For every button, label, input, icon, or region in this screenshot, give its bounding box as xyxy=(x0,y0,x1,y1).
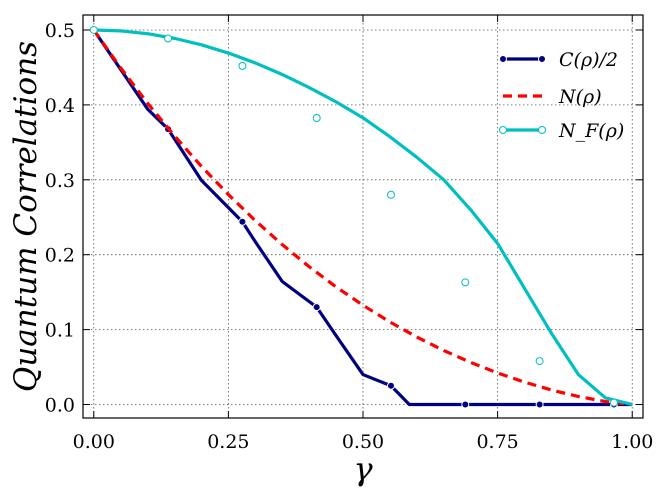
x-tick-label: 0.75 xyxy=(476,431,518,453)
series-point-0 xyxy=(238,217,247,226)
series-line-1 xyxy=(92,29,633,407)
legend-marker-2 xyxy=(499,126,507,134)
y-tick-label: 0.4 xyxy=(45,95,75,117)
series-point-2 xyxy=(238,61,247,70)
legend: C(ρ)/2 N(ρ) N_F(ρ) xyxy=(499,49,624,142)
x-tick-label: 0.00 xyxy=(73,431,115,453)
series-point-2 xyxy=(164,34,173,43)
series-point-0 xyxy=(461,400,470,409)
series-point-2 xyxy=(609,398,618,407)
series-point-2 xyxy=(461,278,470,287)
legend-label-0: C(ρ)/2 xyxy=(559,49,618,71)
legend-marker-0 xyxy=(499,55,507,63)
y-tick-label: 0.2 xyxy=(45,245,75,267)
series-point-0 xyxy=(312,303,321,312)
series-point-2 xyxy=(535,357,544,366)
y-tick-label: 0.0 xyxy=(45,395,75,417)
series-point-2 xyxy=(312,113,321,122)
series-point-0 xyxy=(535,400,544,409)
legend-marker-0 xyxy=(538,55,546,63)
x-tick-label: 1.00 xyxy=(611,431,653,453)
legend-label-2: N_F(ρ) xyxy=(558,120,624,142)
y-axis-label: Quantum Correlations xyxy=(8,41,44,392)
plot-area xyxy=(89,25,633,409)
legend-label-1: N(ρ) xyxy=(558,86,602,108)
legend-marker-2 xyxy=(538,126,546,134)
grid xyxy=(83,15,643,418)
series-point-2 xyxy=(387,190,395,199)
series-point-0 xyxy=(387,381,395,390)
x-axis-label: γ xyxy=(353,450,373,488)
series-line-2 xyxy=(93,28,633,407)
y-tick-label: 0.3 xyxy=(45,170,75,192)
x-tick-label: 0.25 xyxy=(207,431,249,453)
series-point-2 xyxy=(89,25,98,34)
y-tick-label: 0.1 xyxy=(45,320,75,342)
x-tick-label: 0.50 xyxy=(342,431,384,453)
y-tick-label: 0.5 xyxy=(45,20,75,42)
axis-ticks: 0.00 0.25 0.50 0.75 1.00 0.0 0.1 0.2 0.3 0.4 0.5 xyxy=(45,15,653,453)
